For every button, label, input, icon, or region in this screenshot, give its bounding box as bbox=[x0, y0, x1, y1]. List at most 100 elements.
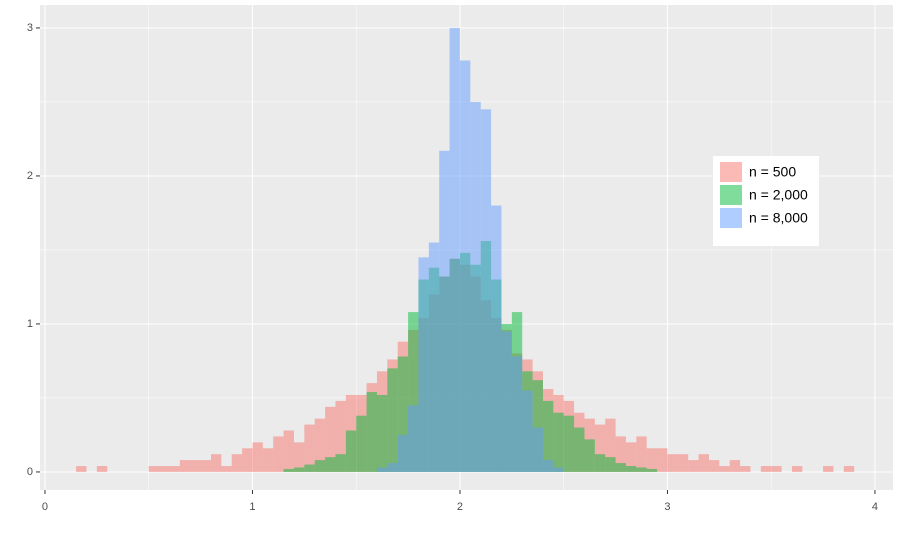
bar bbox=[366, 392, 377, 472]
bar bbox=[646, 448, 658, 472]
bar bbox=[408, 312, 419, 472]
bar bbox=[169, 466, 180, 472]
bar bbox=[522, 390, 533, 472]
bar bbox=[252, 442, 263, 472]
bar bbox=[646, 468, 658, 472]
bar bbox=[314, 460, 326, 472]
bar bbox=[708, 460, 720, 472]
bar bbox=[376, 467, 388, 472]
bar bbox=[283, 468, 294, 472]
bar bbox=[657, 448, 668, 472]
bar bbox=[76, 466, 87, 472]
y-tick-label: 1 bbox=[27, 318, 33, 330]
bar bbox=[615, 463, 626, 472]
bar bbox=[293, 442, 305, 472]
bar bbox=[376, 394, 388, 472]
bar bbox=[636, 436, 647, 472]
bars bbox=[76, 27, 855, 472]
bar bbox=[397, 356, 409, 472]
bar bbox=[459, 60, 471, 472]
bar bbox=[594, 424, 606, 472]
bar bbox=[159, 466, 170, 472]
bar bbox=[563, 415, 575, 472]
bar bbox=[231, 454, 243, 472]
bar bbox=[501, 331, 512, 472]
y-tick-label: 3 bbox=[27, 22, 33, 34]
bar bbox=[532, 380, 543, 472]
legend: n = 500 n = 2,000 n = 8,000 bbox=[713, 156, 819, 246]
bar bbox=[698, 454, 709, 472]
bar bbox=[356, 415, 367, 472]
bar bbox=[491, 205, 502, 472]
bar bbox=[553, 467, 564, 472]
bar bbox=[148, 466, 160, 472]
bar bbox=[190, 460, 201, 472]
bar bbox=[325, 457, 336, 472]
bar bbox=[542, 400, 554, 472]
y-tick-label: 2 bbox=[27, 170, 33, 182]
bar bbox=[740, 466, 751, 472]
bar bbox=[179, 460, 191, 472]
bar bbox=[304, 424, 315, 472]
bar bbox=[542, 460, 554, 472]
bar bbox=[625, 466, 637, 472]
bar bbox=[335, 454, 346, 472]
bar bbox=[605, 457, 616, 472]
bar bbox=[625, 442, 637, 472]
bar bbox=[345, 430, 357, 472]
y-tick-label: 0 bbox=[27, 466, 33, 478]
bar bbox=[335, 400, 346, 472]
bar bbox=[594, 454, 606, 472]
bar bbox=[418, 257, 429, 472]
bar bbox=[791, 466, 803, 472]
bar bbox=[636, 467, 647, 472]
x-tick-label: 0 bbox=[42, 501, 48, 513]
axes: 0 1 2 3 4 0 1 2 3 bbox=[27, 22, 878, 513]
bar bbox=[667, 454, 678, 472]
bar bbox=[615, 436, 626, 472]
x-tick-label: 2 bbox=[457, 501, 463, 513]
bar bbox=[511, 356, 523, 472]
bar bbox=[397, 434, 409, 472]
bar bbox=[553, 412, 564, 472]
bar bbox=[293, 467, 305, 472]
bar bbox=[439, 150, 450, 472]
x-tick-label: 3 bbox=[664, 501, 670, 513]
bar bbox=[719, 466, 730, 472]
bar bbox=[480, 109, 492, 472]
bar bbox=[200, 460, 211, 472]
bar bbox=[408, 405, 419, 472]
bar bbox=[605, 418, 616, 472]
bar bbox=[584, 439, 595, 472]
bar bbox=[688, 460, 699, 472]
x-tick-label: 4 bbox=[872, 501, 878, 513]
legend-label: n = 8,000 bbox=[749, 210, 808, 226]
bar bbox=[677, 454, 689, 472]
bar bbox=[760, 466, 772, 472]
bar bbox=[729, 460, 741, 472]
legend-label: n = 500 bbox=[749, 164, 796, 180]
legend-key bbox=[720, 162, 742, 182]
bar bbox=[242, 448, 253, 472]
bar bbox=[771, 466, 782, 472]
bar bbox=[325, 406, 336, 472]
x-tick-label: 1 bbox=[249, 501, 255, 513]
bar bbox=[273, 436, 284, 472]
bar bbox=[283, 430, 294, 472]
bar bbox=[823, 466, 834, 472]
legend-label: n = 2,000 bbox=[749, 187, 808, 203]
bar bbox=[387, 463, 398, 472]
bar bbox=[262, 448, 274, 472]
bar bbox=[428, 242, 440, 472]
bar bbox=[221, 466, 232, 472]
legend-key bbox=[720, 208, 742, 228]
bar bbox=[387, 368, 398, 472]
bar bbox=[574, 427, 585, 472]
bar bbox=[449, 27, 460, 472]
legend-key bbox=[720, 185, 742, 205]
bar bbox=[314, 418, 326, 472]
bar bbox=[96, 466, 108, 472]
bar bbox=[304, 464, 315, 472]
bar bbox=[532, 427, 543, 472]
